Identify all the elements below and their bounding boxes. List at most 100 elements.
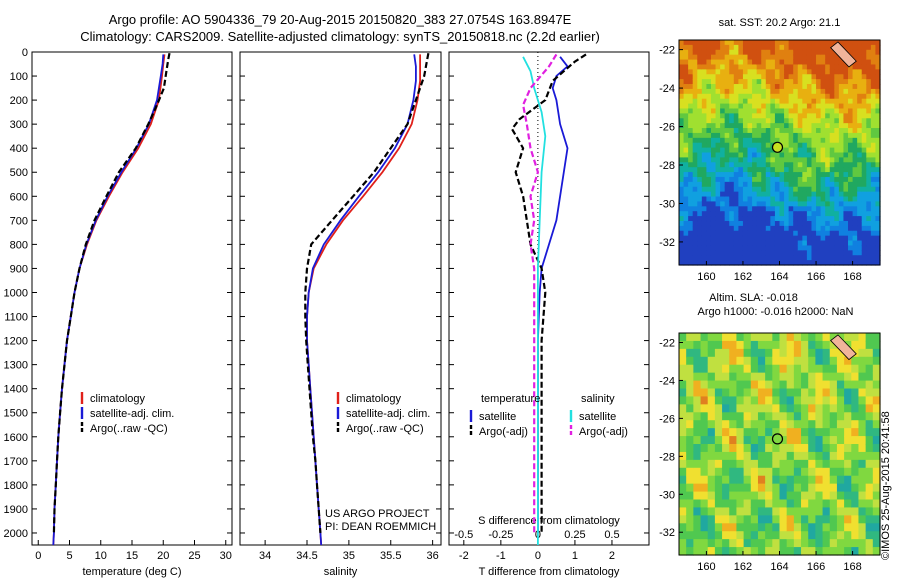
- difference-series-1: [510, 53, 587, 533]
- sst_map-argo-marker: [771, 141, 784, 153]
- depth-tick-label: 1600: [4, 432, 28, 444]
- sst_map-ytick-label: -24: [659, 83, 675, 95]
- temperature-xtick-label: 30: [220, 550, 232, 562]
- depth-tick-label: 1500: [4, 408, 28, 420]
- annotation-line: PI: DEAN ROEMMICH: [325, 521, 436, 533]
- sla_map-argo-marker: [771, 433, 784, 445]
- difference-s-tick-label: -0.25: [488, 529, 513, 541]
- difference-t-tick-label: 2: [609, 550, 615, 562]
- sst_map-cells: [679, 40, 881, 266]
- salinity-legend-label: climatology: [346, 393, 402, 405]
- salinity-xtick-label: 34: [259, 550, 271, 562]
- sst_map-ytick-label: -28: [659, 160, 675, 172]
- sst_map-xtick-label: 168: [843, 271, 861, 283]
- sst_map-xtick-label: 160: [697, 271, 715, 283]
- depth-tick-label: 1100: [4, 312, 28, 324]
- depth-tick-label: 500: [10, 167, 28, 179]
- difference-legend-label: satellite: [579, 411, 616, 423]
- sst_map-ytick-label: -30: [659, 198, 675, 210]
- sla_map-ytick-label: -32: [659, 527, 675, 539]
- temperature-legend-label: Argo(..raw -QC): [90, 423, 168, 435]
- sst_map-land: [830, 41, 857, 68]
- difference-s-tick-label: 0.25: [564, 529, 585, 541]
- sst-map-title: sat. SST: 20.2 Argo: 21.1: [719, 17, 841, 29]
- depth-tick-label: 100: [10, 71, 28, 83]
- difference-t-tick-label: -2: [459, 550, 469, 562]
- temperature-xtick-label: 10: [95, 550, 107, 562]
- temperature-frame: [31, 51, 233, 546]
- difference-s-tick-label: -0.5: [454, 529, 473, 541]
- salinity-xtick-label: 35.5: [380, 550, 401, 562]
- salinity-legend-label: Argo(..raw -QC): [346, 423, 424, 435]
- depth-tick-label: 1700: [4, 456, 28, 468]
- depth-tick-label: 200: [10, 95, 28, 107]
- difference-t-tick-label: -1: [496, 550, 506, 562]
- depth-tick-label: 800: [10, 239, 28, 251]
- sla-map-subtitle: Argo h1000: -0.016 h2000: NaN: [698, 306, 854, 318]
- sla_map-ytick-label: -30: [659, 489, 675, 501]
- difference-series-3: [521, 53, 558, 533]
- panel-sla_map: 160 162 164 166 168 -22 -24 -26 -28 -30 -32 Altim. …: [659, 292, 881, 573]
- depth-tick-label: 700: [10, 215, 28, 227]
- sst_map-xtick-label: 164: [770, 271, 788, 283]
- salinity-legend-label: satellite-adj. clim.: [346, 408, 430, 420]
- depth-tick-label: 1200: [4, 336, 28, 348]
- panel-sst_map: 160 162 164 166 168 -22 -24 -26 -28 -30 -32 sat. SS…: [659, 17, 881, 283]
- salinity-xtick-label: 36: [427, 550, 439, 562]
- temperature-xlabel: temperature (deg C): [82, 566, 181, 578]
- difference-legend-label: Argo(-adj): [579, 426, 628, 438]
- panel-temperature: 0 5 10 15 20 25 30 temperature (deg C) 0 100 200 30…: [4, 47, 233, 578]
- depth-tick-label: 400: [10, 143, 28, 155]
- difference-s-tick-label: 0.5: [604, 529, 619, 541]
- depth-tick-label: 600: [10, 191, 28, 203]
- sla_map-ytick-label: -26: [659, 413, 675, 425]
- depth-tick-label: 0: [22, 47, 28, 59]
- depth-tick-label: 900: [10, 263, 28, 275]
- title-line-2: Climatology: CARS2009. Satellite-adjuste…: [80, 29, 600, 44]
- sla_map-ytick-label: -28: [659, 451, 675, 463]
- temperature-legend-label: satellite-adj. clim.: [90, 408, 174, 420]
- salinity-xlabel: salinity: [324, 566, 358, 578]
- sla_map-ytick-label: -22: [659, 337, 675, 349]
- difference-t-tick-label: 1: [572, 550, 578, 562]
- sst_map-ytick-label: -22: [659, 45, 675, 57]
- temperature-legend-label: climatology: [90, 393, 146, 405]
- temperature-series-2: [52, 52, 171, 534]
- depth-tick-label: 1800: [4, 480, 28, 492]
- salinity-xtick-label: 34.5: [296, 550, 317, 562]
- sla_map-xtick-label: 164: [770, 561, 788, 573]
- panel-salinity: 34 34.5 35 35.5 36 salinity climatology satelli…: [239, 51, 442, 578]
- depth-tick-label: 1300: [4, 360, 28, 372]
- sla-map-title: Altim. SLA: -0.018: [709, 292, 798, 304]
- temperature-xtick-label: 5: [66, 550, 72, 562]
- salinity-frame: [239, 51, 442, 546]
- annotation-line: US ARGO PROJECT: [325, 508, 430, 520]
- copyright-timestamp: ©IMOS 25-Aug-2015 20:41:58: [880, 411, 892, 560]
- sla_map-xtick-label: 160: [697, 561, 715, 573]
- salinity-series-2: [304, 52, 430, 534]
- difference-xlabel: T difference from climatology: [479, 566, 620, 578]
- difference-frame: [448, 51, 650, 546]
- depth-tick-label: 1900: [4, 504, 28, 516]
- sla_map-cells: [679, 333, 881, 556]
- temperature-xtick-label: 25: [188, 550, 200, 562]
- difference-t-tick-label: 0: [535, 550, 541, 562]
- sst_map-ytick-label: -26: [659, 122, 675, 134]
- difference-legend-label: satellite: [479, 411, 516, 423]
- sst_map-xtick-label: 162: [734, 271, 752, 283]
- sst_map-ytick-label: -32: [659, 237, 675, 249]
- depth-tick-label: 1000: [4, 287, 28, 299]
- difference-legend-title-temperature: temperature: [481, 393, 540, 405]
- sla_map-xtick-label: 168: [843, 561, 861, 573]
- sla_map-ytick-label: -24: [659, 375, 675, 387]
- salinity-xtick-label: 35: [343, 550, 355, 562]
- sla_map-xtick-label: 166: [807, 561, 825, 573]
- sla_map-land: [830, 334, 857, 361]
- temperature-xtick-label: 20: [157, 550, 169, 562]
- difference-legend-title-salinity: salinity: [581, 393, 615, 405]
- depth-tick-label: 300: [10, 119, 28, 131]
- temperature-xtick-label: 0: [35, 550, 41, 562]
- difference-xlabel-top: S difference from climatology: [478, 515, 620, 527]
